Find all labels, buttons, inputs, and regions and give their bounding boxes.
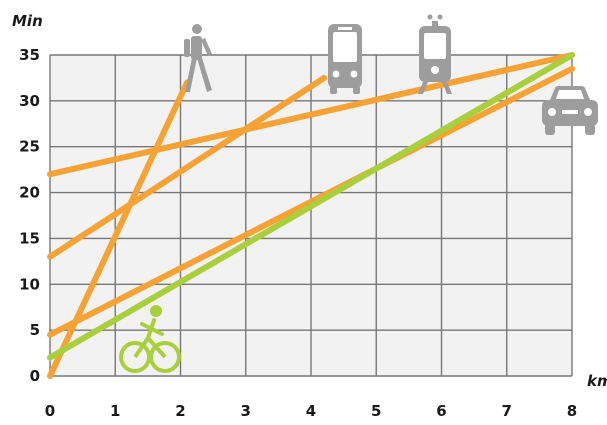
x-axis-ticks: 0 1 2 3 4 5 6 7 8 — [45, 402, 577, 420]
x-tick-label: 2 — [175, 402, 185, 420]
series-lines — [47, 52, 575, 379]
series-line-walking-person — [47, 79, 191, 379]
series-line-bus — [47, 74, 328, 260]
y-axis-ticks: 0 5 10 15 20 25 30 35 — [19, 46, 40, 385]
walking-person-icon — [184, 24, 212, 92]
series-line-tram — [47, 52, 575, 178]
x-axis-label: km — [587, 372, 607, 390]
y-tick-label: 30 — [19, 92, 40, 110]
x-tick-label: 5 — [371, 402, 381, 420]
car-icon — [542, 86, 598, 135]
y-tick-label: 20 — [19, 184, 40, 202]
y-tick-label: 35 — [19, 46, 40, 64]
bus-icon — [328, 24, 362, 94]
x-tick-label: 0 — [45, 402, 55, 420]
y-tick-label: 15 — [19, 229, 40, 247]
x-tick-label: 8 — [567, 402, 577, 420]
tram-icon — [418, 14, 452, 94]
y-tick-label: 5 — [30, 321, 40, 339]
x-tick-label: 7 — [502, 402, 512, 420]
x-tick-label: 6 — [436, 402, 446, 420]
series-line-car — [47, 65, 575, 338]
series-line-bicycle — [47, 52, 575, 361]
y-tick-label: 10 — [19, 275, 40, 293]
bicycle-icon — [119, 305, 181, 373]
x-tick-label: 4 — [306, 402, 316, 420]
x-tick-label: 1 — [110, 402, 120, 420]
y-tick-label: 0 — [30, 367, 40, 385]
x-tick-label: 3 — [241, 402, 251, 420]
y-axis-label: Min — [12, 12, 43, 30]
y-tick-label: 25 — [19, 138, 40, 156]
